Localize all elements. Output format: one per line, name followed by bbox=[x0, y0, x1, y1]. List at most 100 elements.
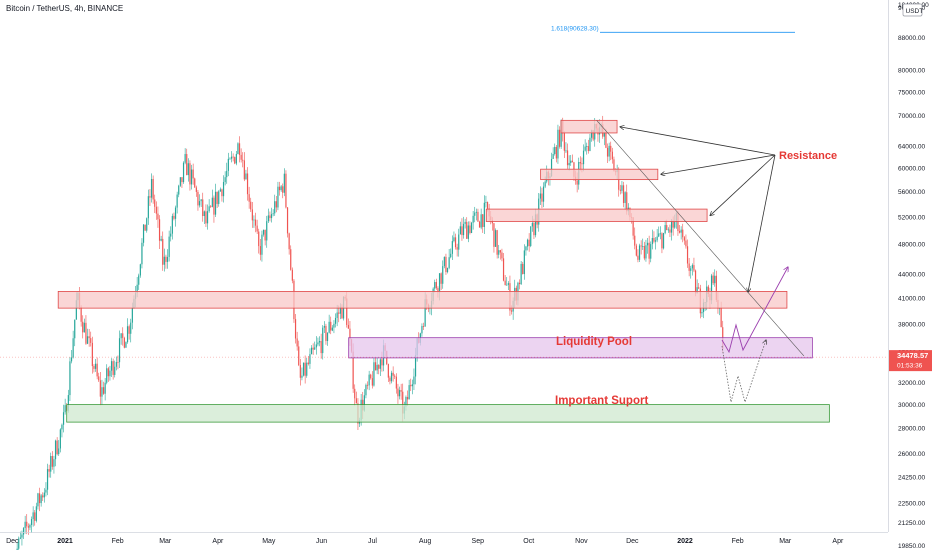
candle-body bbox=[341, 306, 343, 319]
candle-body bbox=[307, 362, 309, 364]
candle-body bbox=[211, 197, 213, 207]
candle-body bbox=[698, 287, 700, 289]
candle-body bbox=[405, 397, 407, 407]
candle-body bbox=[232, 156, 234, 158]
candle-body bbox=[501, 252, 503, 259]
y-tick-label: 22500.00 bbox=[898, 500, 925, 507]
candle-body bbox=[394, 375, 396, 377]
candle-body bbox=[83, 322, 85, 333]
candle-body bbox=[378, 364, 380, 369]
candle-body bbox=[42, 495, 44, 498]
candle-body bbox=[16, 548, 18, 550]
candle-body bbox=[411, 384, 413, 387]
y-tick-label: 70000.00 bbox=[898, 113, 925, 120]
candle-body bbox=[480, 214, 482, 228]
candle-body bbox=[205, 211, 207, 224]
candle-body bbox=[654, 240, 657, 242]
candle-body bbox=[35, 506, 37, 521]
candle-body bbox=[478, 221, 481, 228]
x-tick-label: Feb bbox=[732, 538, 744, 545]
candle-body bbox=[226, 170, 228, 178]
candle-body bbox=[280, 186, 282, 191]
candle-body bbox=[166, 256, 169, 262]
candle-body bbox=[294, 319, 297, 339]
candle-body bbox=[147, 196, 149, 219]
candle-body bbox=[190, 169, 193, 185]
candle-body bbox=[371, 378, 373, 386]
candle-body bbox=[109, 370, 111, 377]
candle-body bbox=[288, 233, 290, 250]
candle-body bbox=[224, 177, 226, 183]
candle-body bbox=[37, 493, 39, 507]
candle-body bbox=[381, 359, 383, 366]
candle-body bbox=[282, 186, 284, 193]
candle-body bbox=[32, 512, 34, 520]
candle-body bbox=[62, 412, 65, 425]
y-tick-label: 30000.00 bbox=[898, 402, 925, 409]
candle-body bbox=[672, 220, 674, 228]
candle-body bbox=[152, 178, 154, 200]
x-tick-label: Jun bbox=[316, 538, 327, 545]
candle-body bbox=[667, 229, 669, 231]
candle-body bbox=[494, 230, 497, 247]
candle-body bbox=[19, 537, 21, 539]
candle-body bbox=[387, 364, 389, 378]
candle-body bbox=[138, 275, 140, 285]
candle-body bbox=[158, 219, 161, 241]
candle-body bbox=[333, 323, 335, 328]
candle-body bbox=[142, 224, 145, 243]
candle-body bbox=[584, 146, 586, 151]
candle-body bbox=[186, 154, 188, 176]
candle-body bbox=[178, 185, 180, 195]
candle-body bbox=[213, 197, 215, 215]
candle-body bbox=[522, 263, 524, 275]
candle-body bbox=[712, 275, 714, 284]
candle-body bbox=[43, 492, 45, 498]
candle-body bbox=[221, 189, 223, 197]
candle-body bbox=[395, 376, 397, 389]
price-tag-value: 34478.57 bbox=[897, 351, 928, 360]
candle-body bbox=[30, 519, 33, 525]
candle-body bbox=[701, 312, 703, 314]
candle-body bbox=[581, 163, 583, 165]
candle-body bbox=[603, 132, 605, 137]
candle-body bbox=[434, 282, 436, 289]
candle-body bbox=[170, 233, 172, 237]
y-tick-label: 60000.00 bbox=[898, 166, 925, 173]
candle-body bbox=[347, 324, 349, 329]
y-tick-label: 64000.00 bbox=[898, 144, 925, 151]
candle-body bbox=[446, 267, 449, 273]
candle-body bbox=[214, 191, 217, 215]
candle-body bbox=[251, 209, 253, 221]
candle-body bbox=[219, 189, 221, 192]
currency-badge bbox=[902, 3, 923, 17]
candle-body bbox=[414, 355, 417, 377]
candle-body bbox=[611, 151, 613, 160]
candle-body bbox=[664, 225, 666, 233]
candle-body bbox=[179, 177, 181, 186]
candle-body bbox=[461, 226, 463, 236]
candle-body bbox=[272, 213, 274, 215]
candle-body bbox=[131, 308, 133, 323]
candle-body bbox=[315, 344, 317, 348]
candle-body bbox=[267, 215, 269, 222]
resistance-zone bbox=[57, 291, 788, 309]
candle-body bbox=[363, 395, 365, 411]
candle-body bbox=[570, 160, 572, 163]
candle-body bbox=[301, 375, 303, 378]
candle-body bbox=[114, 366, 116, 375]
candle-body bbox=[182, 162, 185, 183]
candle-body bbox=[331, 327, 333, 331]
candle-body bbox=[250, 201, 252, 210]
candle-body bbox=[693, 265, 695, 271]
candle-body bbox=[459, 226, 461, 235]
candle-body bbox=[589, 137, 591, 151]
candle-body bbox=[168, 236, 170, 257]
price-axis: 104000.0096000.0088000.0080000.0075000.0… bbox=[888, 0, 932, 550]
resistance-arrow-1 bbox=[620, 127, 776, 156]
candle-body bbox=[184, 154, 186, 163]
candle-body bbox=[456, 247, 458, 250]
candle-body bbox=[296, 338, 298, 347]
candle-body bbox=[483, 202, 485, 227]
